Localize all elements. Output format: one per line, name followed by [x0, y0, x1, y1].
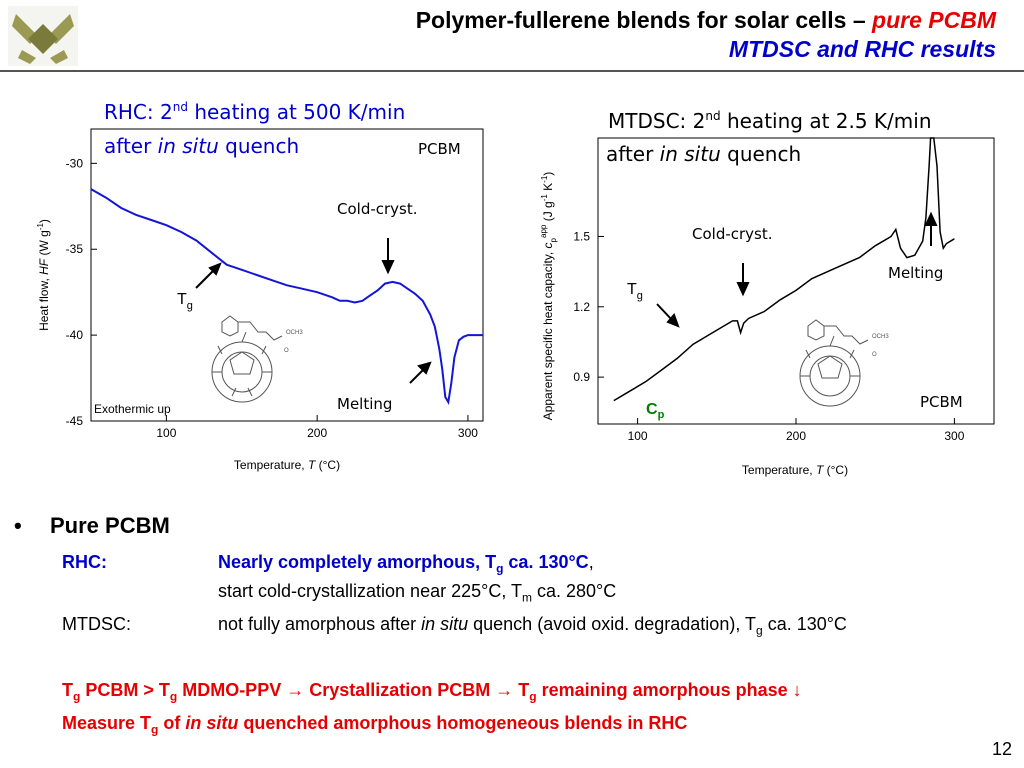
rhc-melting-label: Melting: [337, 395, 392, 413]
rhc-arrows: [195, 238, 432, 384]
pcbm-molecule-icon: OCH3 O: [211, 315, 303, 403]
mtdsc-x-axis-label: Temperature, T (°C): [742, 463, 848, 477]
rhc-label: RHC:: [62, 552, 107, 572]
mtdsc-arrows: [656, 211, 938, 328]
rhc-line1: Nearly completely amorphous, Tg ca. 130°…: [218, 552, 594, 576]
mtdsc-y-tick-label: 1.5: [573, 229, 590, 243]
mtdsc-y-axis-label: Apparent specific heat capacity, cpapp (…: [539, 172, 558, 421]
university-logo: [8, 6, 78, 66]
mtdsc-cp-label: Cp: [646, 401, 665, 421]
title-line2: MTDSC and RHC results: [728, 36, 996, 62]
rhc-y-tick-label: -45: [66, 414, 84, 428]
rhc-tg-label: Tg: [177, 291, 193, 312]
rhc-y-tick-label: -35: [66, 242, 84, 256]
svg-text:O: O: [872, 352, 877, 358]
mtdsc-label: MTDSC:: [62, 614, 131, 634]
svg-text:OCH3: OCH3: [872, 334, 889, 340]
title-line1-highlight: pure PCBM: [872, 7, 996, 33]
mtdsc-x-tick-label: 100: [628, 429, 648, 443]
page-number: 12: [991, 739, 1012, 759]
rhc-pcbm-label: PCBM: [418, 140, 461, 158]
conclusion-line1: Tg PCBM > Tg MDMO-PPV → Crystallization …: [62, 680, 802, 704]
mtdsc-cold-cryst-label: Cold-cryst.: [692, 225, 773, 243]
bullet-dot-icon: •: [14, 513, 22, 538]
svg-text:OCH3: OCH3: [286, 330, 303, 336]
rhc-exo-label: Exothermic up: [94, 402, 171, 416]
rhc-title-line2: after in situ quench: [104, 134, 299, 158]
mtdsc-y-tick-label: 0.9: [573, 370, 590, 384]
rhc-title-line1: RHC: 2nd heating at 500 K/min: [104, 100, 405, 124]
mtdsc-tg-label: Tg: [627, 281, 643, 302]
rhc-line2: start cold-crystallization near 225°C, T…: [218, 581, 617, 605]
mtdsc-cp-curve: [613, 137, 955, 402]
rhc-y-tick-label: -30: [66, 156, 84, 170]
svg-text:O: O: [284, 348, 289, 354]
rhc-x-tick-label: 200: [307, 426, 327, 440]
rhc-y-axis-label: Heat flow, HF (W g-1): [36, 219, 51, 331]
mtdsc-title-line2: after in situ quench: [606, 142, 801, 166]
slide-title: Polymer-fullerene blends for solar cells…: [416, 6, 996, 64]
mtdsc-melting-label: Melting: [888, 264, 943, 282]
rhc-y-tick-label: -40: [66, 328, 84, 342]
rhc-cold-cryst-label: Cold-cryst.: [337, 200, 418, 218]
title-line1-text: Polymer-fullerene blends for solar cells…: [415, 7, 866, 33]
pcbm-molecule-icon-2: OCH3 O: [799, 319, 889, 407]
mtdsc-x-tick-label: 200: [786, 429, 806, 443]
rhc-x-tick-label: 100: [156, 426, 176, 440]
title-divider: [0, 70, 1024, 72]
mtdsc-x-tick-label: 300: [944, 429, 964, 443]
rhc-chart: RHC: 2nd heating at 500 K/min after in s…: [36, 100, 484, 472]
rhc-x-axis-label: Temperature, T (°C): [234, 458, 340, 472]
conclusion-line2: Measure Tg of in situ quenched amorphous…: [62, 713, 688, 737]
rhc-x-tick-label: 300: [458, 426, 478, 440]
mtdsc-line: not fully amorphous after in situ quench…: [218, 614, 847, 638]
rhc-heat-flow-curve: [90, 188, 483, 406]
mtdsc-pcbm-label: PCBM: [920, 393, 963, 411]
mtdsc-chart: MTDSC: 2nd heating at 2.5 K/min after in…: [539, 109, 995, 477]
mtdsc-y-tick-label: 1.2: [573, 300, 590, 314]
bullet-heading-text: Pure PCBM: [50, 513, 170, 538]
mtdsc-title-line1: MTDSC: 2nd heating at 2.5 K/min: [608, 109, 932, 133]
rhc-plot-frame: [90, 128, 484, 422]
